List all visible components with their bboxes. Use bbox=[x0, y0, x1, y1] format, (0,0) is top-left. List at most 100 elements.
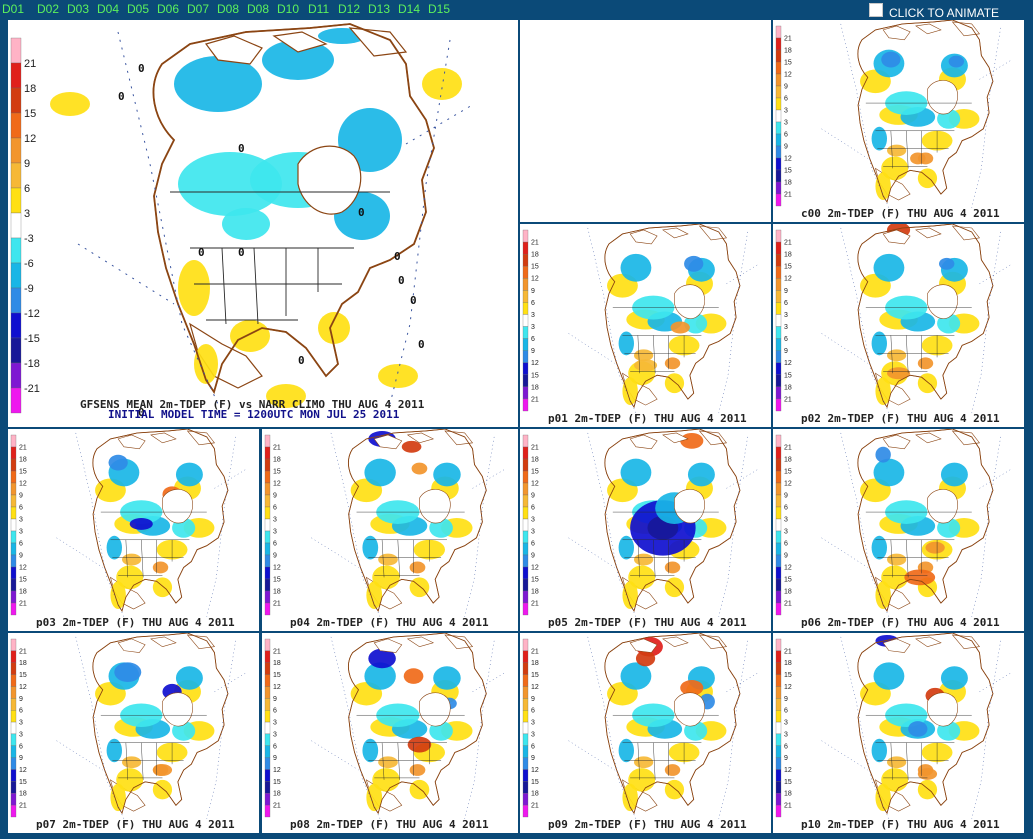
colorbar-label: 21 bbox=[784, 600, 792, 607]
member-panel-p05[interactable]: 21 18 15 12 9 6 3 3 6 9 12 15 18 21 p05 2m-TDEP (F) TH… bbox=[520, 429, 771, 631]
colorbar-label: 18 bbox=[273, 588, 281, 595]
colorbar-label: 6 bbox=[531, 336, 535, 343]
colorbar-label: 21 bbox=[273, 803, 281, 810]
colorbar-label: 6 bbox=[784, 131, 788, 138]
colorbar-label: 6 bbox=[273, 540, 277, 547]
colorbar-label: 6 bbox=[531, 743, 535, 750]
colorbar-label: 12 bbox=[273, 767, 281, 774]
colorbar-label: 3 bbox=[273, 720, 277, 727]
colorbar-label: 9 bbox=[784, 696, 788, 703]
main-panel[interactable]: 21 18 15 12 9 6 3 -3 -6 -9 -12 -15 -18 -21 0 0 0 0 0 0 0 0 0 0 0… bbox=[8, 20, 518, 427]
colorbar-label: 6 bbox=[784, 95, 788, 102]
colorbar-label: -21 bbox=[24, 383, 40, 395]
colorbar-label: 12 bbox=[273, 684, 281, 691]
colorbar-label: 9 bbox=[273, 492, 277, 499]
contour-label: 0 bbox=[410, 294, 417, 307]
day-link-d04[interactable]: D04 bbox=[97, 2, 120, 16]
colorbar-label: 15 bbox=[19, 779, 27, 786]
member-panel-c00[interactable]: 21 18 15 12 9 6 3 3 6 9 12 15 18 21 c00 2m-TDEP (F) TH… bbox=[773, 20, 1024, 222]
colorbar-label: 18 bbox=[24, 83, 36, 95]
colorbar-label: 18 bbox=[784, 791, 792, 798]
colorbar-label: 21 bbox=[531, 396, 539, 403]
day-link-d11[interactable]: D11 bbox=[308, 2, 330, 16]
day-link-d02[interactable]: D02 bbox=[37, 2, 60, 16]
day-link-d03[interactable]: D03 bbox=[67, 2, 90, 16]
member-map: 21 18 15 12 9 6 3 3 6 9 12 15 18 21 p09 2m-TDEP (F) TH… bbox=[522, 633, 760, 831]
day-link-d05[interactable]: D05 bbox=[127, 2, 150, 16]
main-panel-title: GFSENS MEAN 2m-TDEP (F) vs NARR CLIMO TH… bbox=[80, 398, 425, 411]
colorbar-label: 12 bbox=[19, 564, 27, 571]
colorbar-label: 18 bbox=[531, 252, 539, 259]
day-link-d15[interactable]: D15 bbox=[428, 2, 451, 16]
colorbar-label: 15 bbox=[784, 59, 792, 66]
day-link-d13[interactable]: D13 bbox=[368, 2, 391, 16]
colorbar-label: 3 bbox=[531, 516, 535, 523]
colorbar-label: 12 bbox=[784, 684, 792, 691]
contour-label: 0 bbox=[238, 142, 245, 155]
colorbar-label: 18 bbox=[784, 179, 792, 186]
colorbar-label: 21 bbox=[784, 803, 792, 810]
colorbar-label: 9 bbox=[273, 552, 277, 559]
colorbar-label: 12 bbox=[784, 360, 792, 367]
colorbar-label: 3 bbox=[784, 312, 788, 319]
contour-label: 0 bbox=[394, 250, 401, 263]
colorbar-label: 15 bbox=[784, 167, 792, 174]
colorbar-label: 3 bbox=[19, 528, 23, 535]
day-link-d14[interactable]: D14 bbox=[398, 2, 421, 16]
member-panel-p10[interactable]: 21 18 15 12 9 6 3 3 6 9 12 15 18 21 p10 2m-TDEP (F) TH… bbox=[773, 633, 1024, 833]
colorbar-label: 6 bbox=[784, 540, 788, 547]
colorbar-label: 21 bbox=[19, 803, 27, 810]
day-link-d01[interactable]: D01 bbox=[2, 2, 25, 16]
colorbar-label: -9 bbox=[24, 283, 34, 295]
day-link-bar: D01 D02 D03 D04 D05 D06 D07 D08 D08 D10 D11 D12 D13 D… bbox=[0, 0, 1033, 18]
colorbar-label: 18 bbox=[784, 252, 792, 259]
animate-label[interactable]: CLICK TO ANIMATE bbox=[889, 6, 1000, 20]
member-panel-p08[interactable]: 21 18 15 12 9 6 3 3 6 9 12 15 18 21 p08 2m-TDEP (F) TH… bbox=[262, 633, 518, 833]
colorbar-label: 15 bbox=[273, 672, 281, 679]
colorbar-label: 9 bbox=[784, 288, 788, 295]
colorbar-label: 15 bbox=[784, 264, 792, 271]
day-link-d10[interactable]: D10 bbox=[277, 2, 300, 16]
member-panel-p03[interactable]: 21 18 15 12 9 6 3 3 6 9 12 15 18 21 p03 2m-TDEP (F) TH… bbox=[8, 429, 259, 631]
member-panel-title: p10 2m-TDEP (F) THU AUG 4 2011 bbox=[801, 818, 1000, 831]
colorbar-label: 18 bbox=[531, 384, 539, 391]
member-panel-p09[interactable]: 21 18 15 12 9 6 3 3 6 9 12 15 18 21 p09 2m-TDEP (F) TH… bbox=[520, 633, 771, 833]
day-link-d07[interactable]: D07 bbox=[187, 2, 210, 16]
day-link-d12[interactable]: D12 bbox=[338, 2, 361, 16]
colorbar-label: 12 bbox=[273, 564, 281, 571]
member-panel-p07[interactable]: 21 18 15 12 9 6 3 3 6 9 12 15 18 21 p07 2m-TDEP (F) TH… bbox=[8, 633, 259, 833]
colorbar-label: 18 bbox=[784, 384, 792, 391]
colorbar-label: 15 bbox=[531, 264, 539, 271]
colorbar-label: 3 bbox=[19, 731, 23, 738]
colorbar-label: 12 bbox=[531, 480, 539, 487]
member-map: 21 18 15 12 9 6 3 3 6 9 12 15 18 21 p06 2m-TDEP (F) TH… bbox=[775, 429, 1013, 629]
day-link-d08[interactable]: D08 bbox=[217, 2, 240, 16]
colorbar-label: 18 bbox=[784, 588, 792, 595]
animate-checkbox[interactable] bbox=[869, 3, 883, 17]
member-panel-title: p09 2m-TDEP (F) THU AUG 4 2011 bbox=[548, 818, 747, 831]
colorbar-label: 21 bbox=[273, 648, 281, 655]
member-map: 21 18 15 12 9 6 3 3 6 9 12 15 18 21 p05 2m-TDEP (F) TH… bbox=[522, 429, 760, 629]
colorbar-label: 3 bbox=[784, 119, 788, 126]
colorbar-label: 18 bbox=[784, 660, 792, 667]
member-panel-p06[interactable]: 21 18 15 12 9 6 3 3 6 9 12 15 18 21 p06 2m-TDEP (F) TH… bbox=[773, 429, 1024, 631]
colorbar-label: 18 bbox=[784, 47, 792, 54]
colorbar-label: 9 bbox=[784, 83, 788, 90]
member-panel-p02[interactable]: 21 18 15 12 9 6 3 3 6 9 12 15 18 21 p02 2m-TDEP (F) TH… bbox=[773, 224, 1024, 427]
blank-panel bbox=[520, 20, 771, 222]
colorbar-label: 15 bbox=[531, 779, 539, 786]
member-panel-p01[interactable]: 21 18 15 12 9 6 3 3 6 9 12 15 18 21 p01 2m-TDEP (F) TH… bbox=[520, 224, 771, 427]
contour-label: 0 bbox=[358, 206, 365, 219]
member-panel-p04[interactable]: 21 18 15 12 9 6 3 3 6 9 12 15 18 21 p04 2m-TDEP (F) TH… bbox=[262, 429, 518, 631]
day-link-d06[interactable]: D06 bbox=[157, 2, 180, 16]
member-map: 21 18 15 12 9 6 3 3 6 9 12 15 18 21 p04 2m-TDEP (F) TH… bbox=[264, 429, 507, 629]
colorbar-label: 3 bbox=[784, 516, 788, 523]
colorbar-label: 3 bbox=[273, 528, 277, 535]
day-link-d08[interactable]: D08 bbox=[247, 2, 270, 16]
colorbar-label: 21 bbox=[273, 600, 281, 607]
colorbar-label: 18 bbox=[531, 660, 539, 667]
member-panel-title: p04 2m-TDEP (F) THU AUG 4 2011 bbox=[290, 616, 489, 629]
colorbar-label: 21 bbox=[19, 444, 27, 451]
